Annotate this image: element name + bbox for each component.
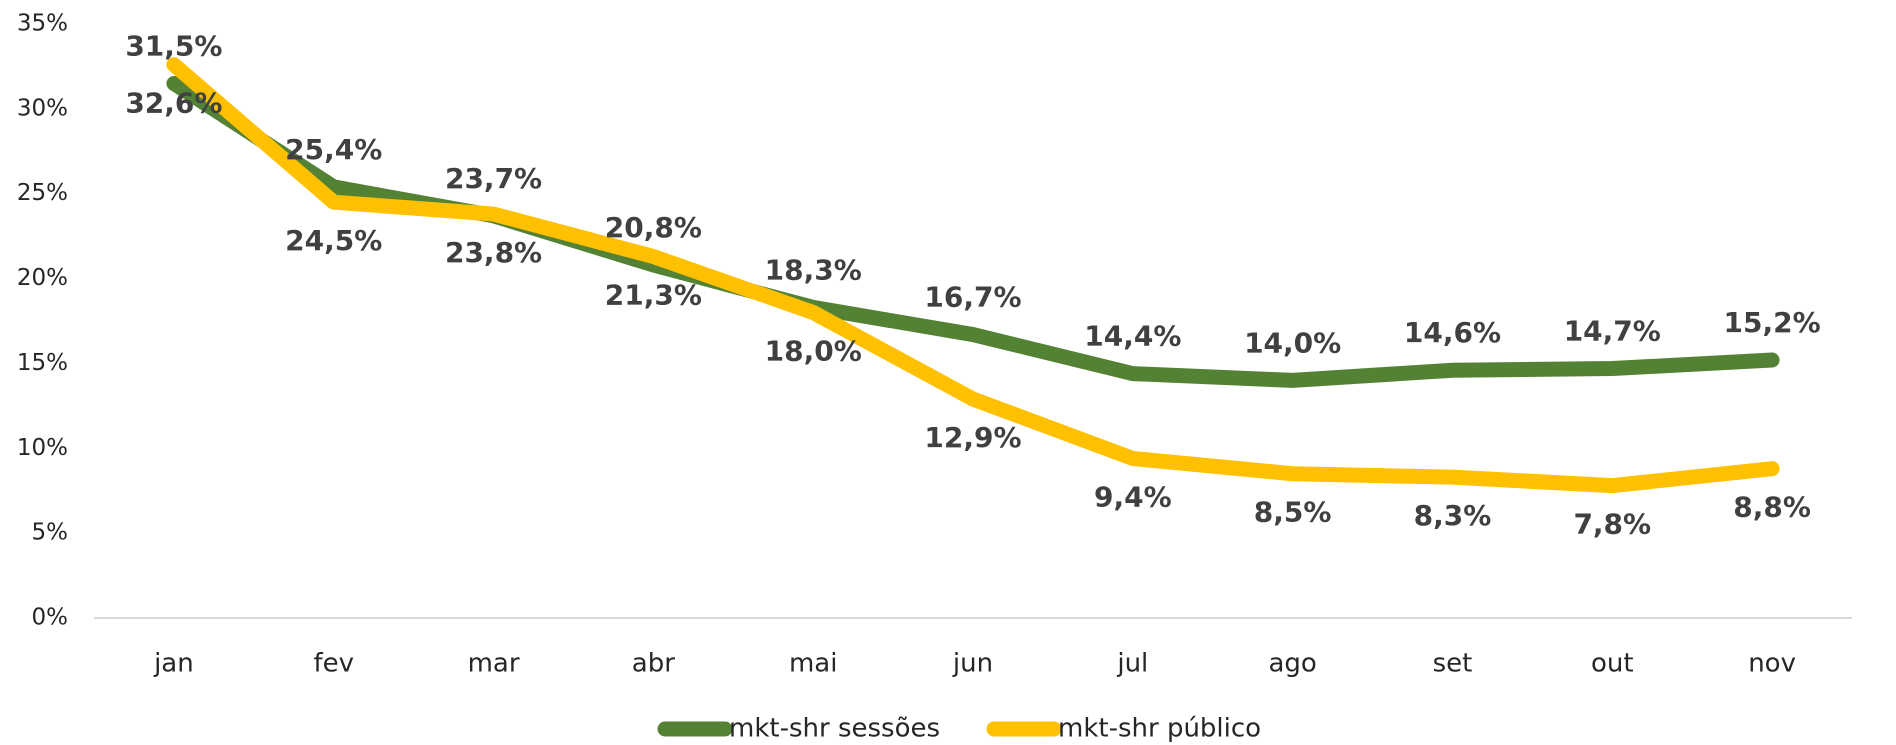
data-label: 23,7% [445,162,542,195]
y-tick-label: 20% [17,265,68,291]
legend-label: mkt-shr público [1058,714,1261,744]
data-label: 25,4% [285,133,382,166]
x-tick-label: ago [1268,649,1316,679]
data-label: 18,3% [765,253,862,286]
y-tick-label: 0% [32,605,69,631]
y-tick-label: 35% [17,11,68,37]
data-label: 18,0% [765,335,862,368]
data-label: 32,6% [125,87,222,120]
data-label: 14,7% [1564,315,1661,348]
y-tick-label: 25% [17,180,68,206]
y-tick-label: 10% [17,435,68,461]
series-line [166,57,1780,494]
data-label: 8,3% [1414,499,1492,532]
y-tick-label: 5% [32,520,69,546]
x-tick-label: out [1591,649,1634,679]
series-line [166,75,1780,388]
x-tick-label: jan [153,649,194,679]
data-label: 9,4% [1094,480,1172,513]
data-label: 14,0% [1244,326,1341,359]
x-tick-label: fev [313,649,354,679]
legend-label: mkt-shr sessões [729,714,940,744]
data-label: 16,7% [924,281,1021,314]
data-label: 24,5% [285,224,382,257]
y-tick-label: 15% [17,350,68,376]
data-label: 8,8% [1733,491,1811,524]
x-tick-label: jul [1116,649,1148,679]
data-label: 31,5% [125,29,222,62]
x-tick-label: mai [789,649,837,679]
x-tick-label: jun [952,649,993,679]
data-label: 15,2% [1724,306,1821,339]
x-tick-label: mar [468,649,520,679]
data-label: 23,8% [445,236,542,269]
data-label: 14,4% [1084,320,1181,353]
x-tick-label: abr [632,649,675,679]
data-label: 12,9% [924,421,1021,454]
data-label: 14,6% [1404,316,1501,349]
data-label: 21,3% [605,279,702,312]
y-tick-label: 30% [17,95,68,121]
data-label: 8,5% [1254,496,1332,529]
data-label: 20,8% [605,211,702,244]
data-label: 7,8% [1573,508,1651,541]
x-tick-label: nov [1748,649,1796,679]
x-tick-label: set [1433,649,1473,679]
